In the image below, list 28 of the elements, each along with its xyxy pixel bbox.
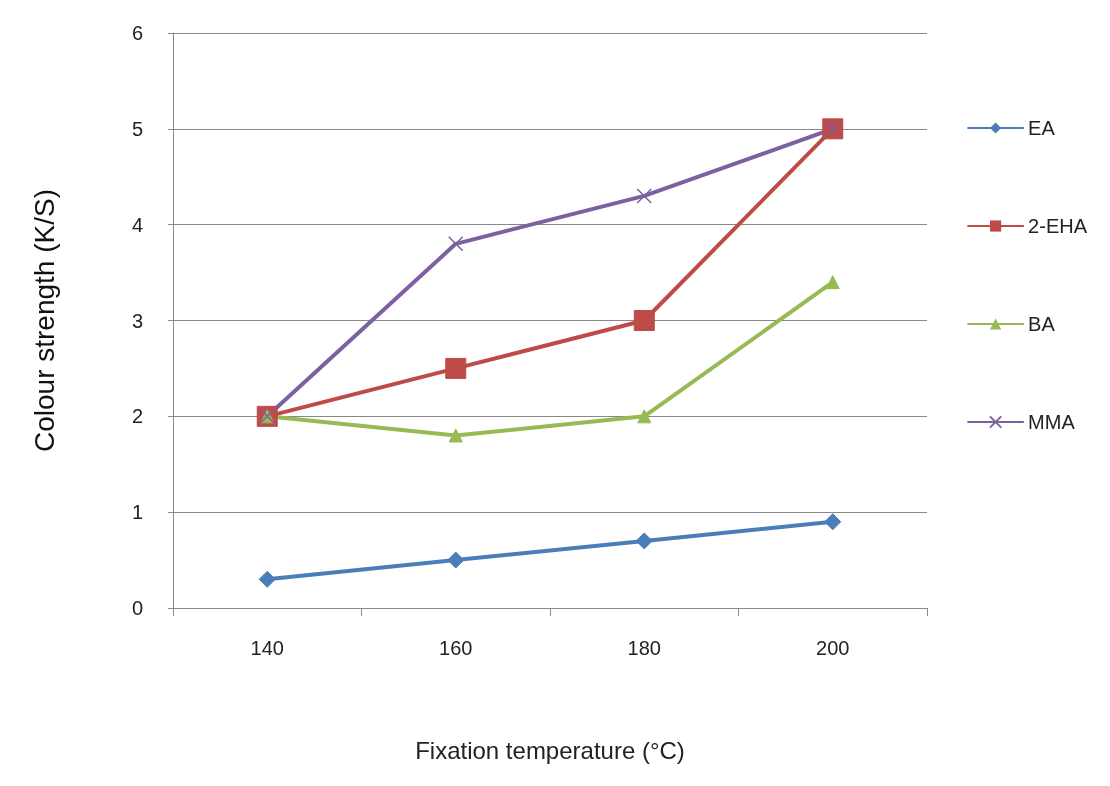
y-tick-label: 2 — [131, 405, 143, 428]
x-tick-label: 200 — [816, 637, 850, 659]
point — [636, 188, 652, 204]
y-tick-label: 4 — [131, 213, 143, 236]
x-tick-label: 180 — [627, 637, 661, 659]
x-tick-label: 160 — [439, 637, 473, 659]
point — [447, 551, 465, 569]
point — [825, 275, 840, 290]
point — [258, 570, 276, 588]
point — [448, 428, 463, 443]
y-axis-title: Colour strength (K/S) — [28, 189, 60, 452]
point — [824, 513, 842, 531]
y-tick-label: 6 — [131, 22, 143, 44]
legend-label: EA — [1028, 117, 1056, 139]
legend-label: MMA — [1028, 411, 1076, 433]
point — [448, 236, 464, 252]
x-axis-title: Fixation temperature (°C) — [415, 736, 685, 764]
point — [633, 310, 655, 331]
y-tick-label: 5 — [131, 117, 143, 140]
y-tick-label: 0 — [131, 597, 143, 619]
point — [445, 357, 467, 379]
point — [635, 532, 653, 550]
y-tick-label: 1 — [131, 501, 143, 524]
legend-label: 2-EHA — [1028, 215, 1088, 237]
point — [637, 409, 652, 424]
legend-label: BA — [1028, 313, 1056, 335]
x-tick-label: 140 — [250, 637, 284, 659]
y-tick-label: 3 — [131, 309, 143, 332]
